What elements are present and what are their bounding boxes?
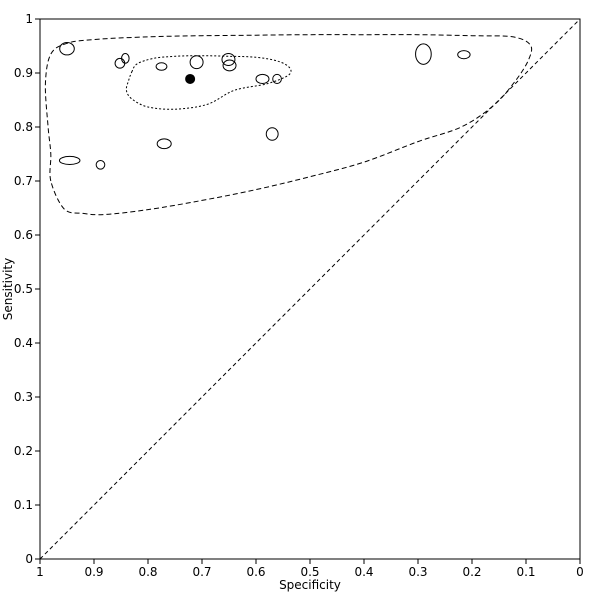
study-ellipse <box>156 138 172 150</box>
study-ellipse <box>58 155 81 166</box>
x-tick-label: 0.4 <box>354 565 373 579</box>
x-tick-label: 0 <box>576 565 584 579</box>
y-tick-label: 0.8 <box>14 120 33 134</box>
x-tick-label: 0.6 <box>246 565 265 579</box>
study-ellipse <box>59 41 75 56</box>
study-ellipse <box>415 43 432 65</box>
x-axis-title: Specificity <box>279 578 341 592</box>
study-ellipse <box>265 127 279 141</box>
studies <box>58 41 471 170</box>
y-tick-label: 0.4 <box>14 336 33 350</box>
study-ellipse <box>272 73 282 85</box>
y-tick-label: 0.9 <box>14 66 33 80</box>
study-ellipse <box>222 59 237 72</box>
y-tick-label: 0.3 <box>14 390 33 404</box>
x-tick-label: 1 <box>36 565 44 579</box>
x-tick-label: 0.9 <box>84 565 103 579</box>
study-ellipse <box>95 159 106 170</box>
y-axis-title: Sensitivity <box>1 258 15 320</box>
confidence-region <box>125 55 292 110</box>
y-tick-label: 0.7 <box>14 174 33 188</box>
x-tick-label: 0.8 <box>138 565 157 579</box>
prediction-region <box>44 34 533 216</box>
y-tick-label: 0.2 <box>14 444 33 458</box>
regions <box>39 18 581 560</box>
x-tick-label: 0.2 <box>462 565 481 579</box>
study-ellipse <box>457 50 471 60</box>
study-ellipse <box>221 53 236 66</box>
study-ellipse <box>155 62 168 71</box>
x-tick-label: 0.7 <box>192 565 211 579</box>
y-tick-label: 1 <box>25 12 33 26</box>
y-tick-label: 0.5 <box>14 282 33 296</box>
study-ellipse <box>189 55 204 70</box>
y-tick-label: 0 <box>25 552 33 566</box>
study-ellipse <box>121 53 130 64</box>
y-tick-label: 0.1 <box>14 498 33 512</box>
summary-point <box>185 73 196 84</box>
study-ellipse <box>114 57 126 69</box>
ticks: 1 0.9 0.8 0.7 0.6 0.5 0.4 0.3 0.2 0.1 0 0 0.1 0.2 0.3 0… <box>14 12 584 579</box>
y-tick-label: 0.6 <box>14 228 33 242</box>
x-tick-label: 0.3 <box>408 565 427 579</box>
x-tick-label: 0.1 <box>516 565 535 579</box>
chance-diagonal-line <box>39 18 581 560</box>
study-ellipse <box>255 73 270 85</box>
x-tick-label: 0.5 <box>300 565 319 579</box>
